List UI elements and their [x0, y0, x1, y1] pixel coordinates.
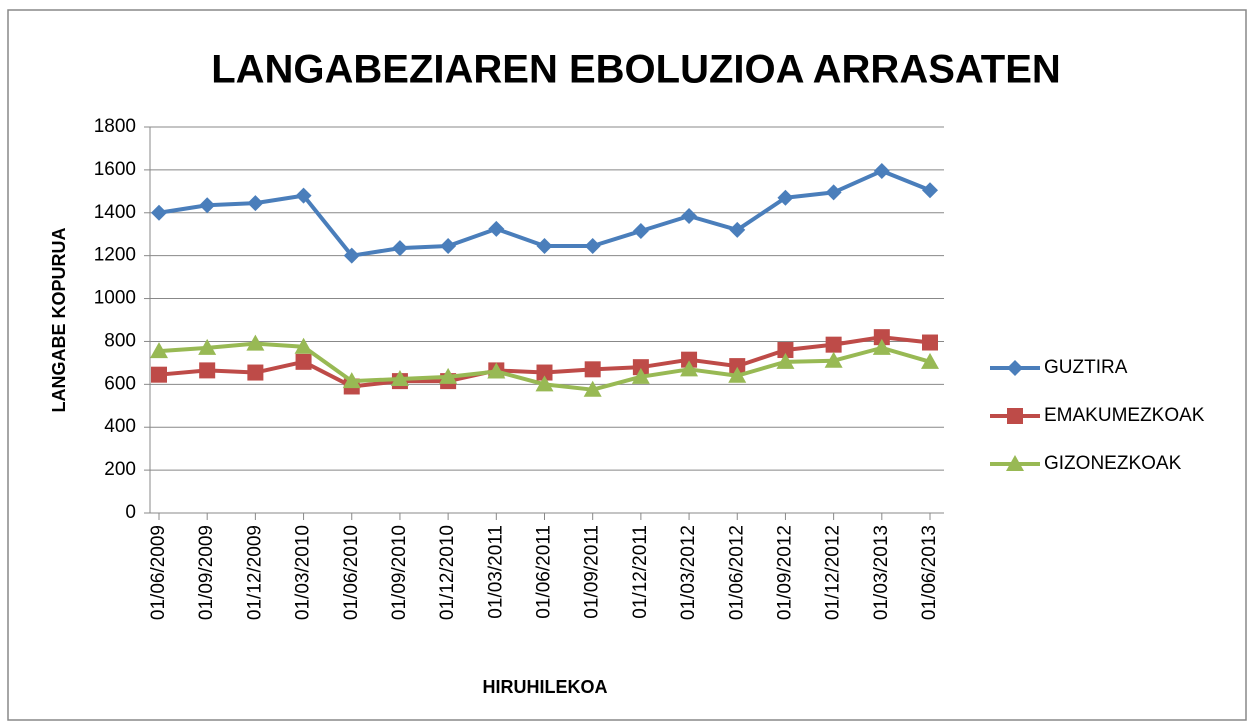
legend-marker — [1006, 455, 1024, 471]
y-tick-label: 400 — [104, 416, 136, 437]
data-point — [343, 247, 360, 264]
data-point — [729, 221, 746, 238]
x-tick-label: 01/03/2013 — [871, 525, 892, 620]
y-tick-label: 200 — [104, 459, 136, 480]
data-point — [631, 367, 650, 384]
x-tick-label: 01/06/2013 — [919, 525, 940, 620]
legend-label: GUZTIRA — [1044, 357, 1128, 378]
data-point — [295, 353, 312, 370]
x-tick-label: 01/12/2010 — [437, 525, 458, 620]
data-point — [150, 342, 168, 359]
data-point — [873, 329, 890, 346]
y-tick-label: 800 — [104, 330, 136, 351]
y-tick-label: 1600 — [94, 159, 136, 180]
data-point — [247, 364, 264, 381]
x-tick-label: 01/06/2011 — [534, 525, 555, 619]
data-point — [391, 240, 408, 257]
y-tick-label: 600 — [104, 373, 136, 394]
data-point — [681, 207, 698, 224]
y-tick-label: 1400 — [94, 202, 136, 223]
data-point — [246, 334, 265, 351]
data-point — [825, 184, 842, 201]
y-tick-label: 1800 — [94, 116, 136, 137]
x-tick-label: 01/12/2011 — [630, 525, 651, 619]
legend-marker — [1007, 408, 1023, 424]
y-tick-label: 0 — [125, 502, 136, 523]
x-tick-label: 01/03/2011 — [485, 525, 506, 619]
data-point — [342, 372, 361, 389]
x-tick-label: 01/03/2012 — [678, 525, 699, 620]
data-point — [440, 238, 457, 255]
data-point — [777, 342, 794, 359]
data-point — [922, 182, 938, 199]
y-axis-title: LANGABE KOPURUA — [49, 227, 69, 412]
x-tick-label: 01/12/2009 — [244, 525, 265, 620]
data-point — [151, 204, 167, 221]
data-point — [776, 352, 795, 369]
x-axis-title: HIRUHILEKOA — [483, 677, 608, 697]
data-point — [295, 187, 312, 204]
data-point — [729, 358, 746, 375]
x-tick-label: 01/09/2009 — [196, 525, 217, 620]
x-tick-label: 01/06/2010 — [341, 525, 362, 620]
legend-label: GIZONEZKOAK — [1044, 453, 1182, 474]
data-point — [632, 223, 649, 240]
data-point — [584, 361, 601, 378]
data-point — [536, 238, 553, 255]
x-tick-label: 01/12/2012 — [823, 525, 844, 620]
data-point — [777, 189, 794, 206]
data-point — [681, 351, 698, 368]
data-point — [488, 220, 505, 237]
data-point — [151, 366, 167, 383]
data-point — [872, 338, 891, 355]
x-tick-label: 01/09/2010 — [389, 525, 410, 620]
data-point — [247, 195, 264, 212]
x-tick-label: 01/09/2012 — [774, 525, 795, 620]
legend-marker — [1007, 360, 1023, 376]
x-tick-label: 01/06/2009 — [148, 525, 169, 620]
data-point — [825, 336, 842, 353]
data-point — [922, 334, 938, 351]
data-point — [199, 362, 216, 379]
data-point — [728, 366, 747, 383]
y-tick-label: 1000 — [94, 288, 136, 309]
data-point — [439, 367, 458, 384]
data-point — [680, 360, 699, 377]
data-point — [873, 162, 890, 179]
data-point — [487, 362, 506, 379]
data-point — [390, 369, 409, 386]
data-point — [294, 337, 313, 354]
data-point — [535, 375, 554, 392]
data-point — [824, 351, 843, 368]
legend-label: EMAKUMEZKOAK — [1044, 405, 1205, 426]
chart-title: LANGABEZIAREN EBOLUZIOA ARRASATEN — [211, 48, 1061, 92]
data-point — [632, 359, 649, 376]
data-point — [921, 352, 939, 369]
data-point — [584, 238, 601, 255]
data-point — [199, 197, 216, 214]
data-point — [536, 364, 553, 381]
y-tick-label: 1200 — [94, 245, 136, 266]
x-tick-label: 01/03/2010 — [293, 525, 314, 620]
x-tick-label: 01/09/2011 — [582, 525, 603, 619]
data-point — [198, 338, 217, 355]
data-point — [583, 380, 602, 397]
x-tick-label: 01/06/2012 — [726, 525, 747, 620]
